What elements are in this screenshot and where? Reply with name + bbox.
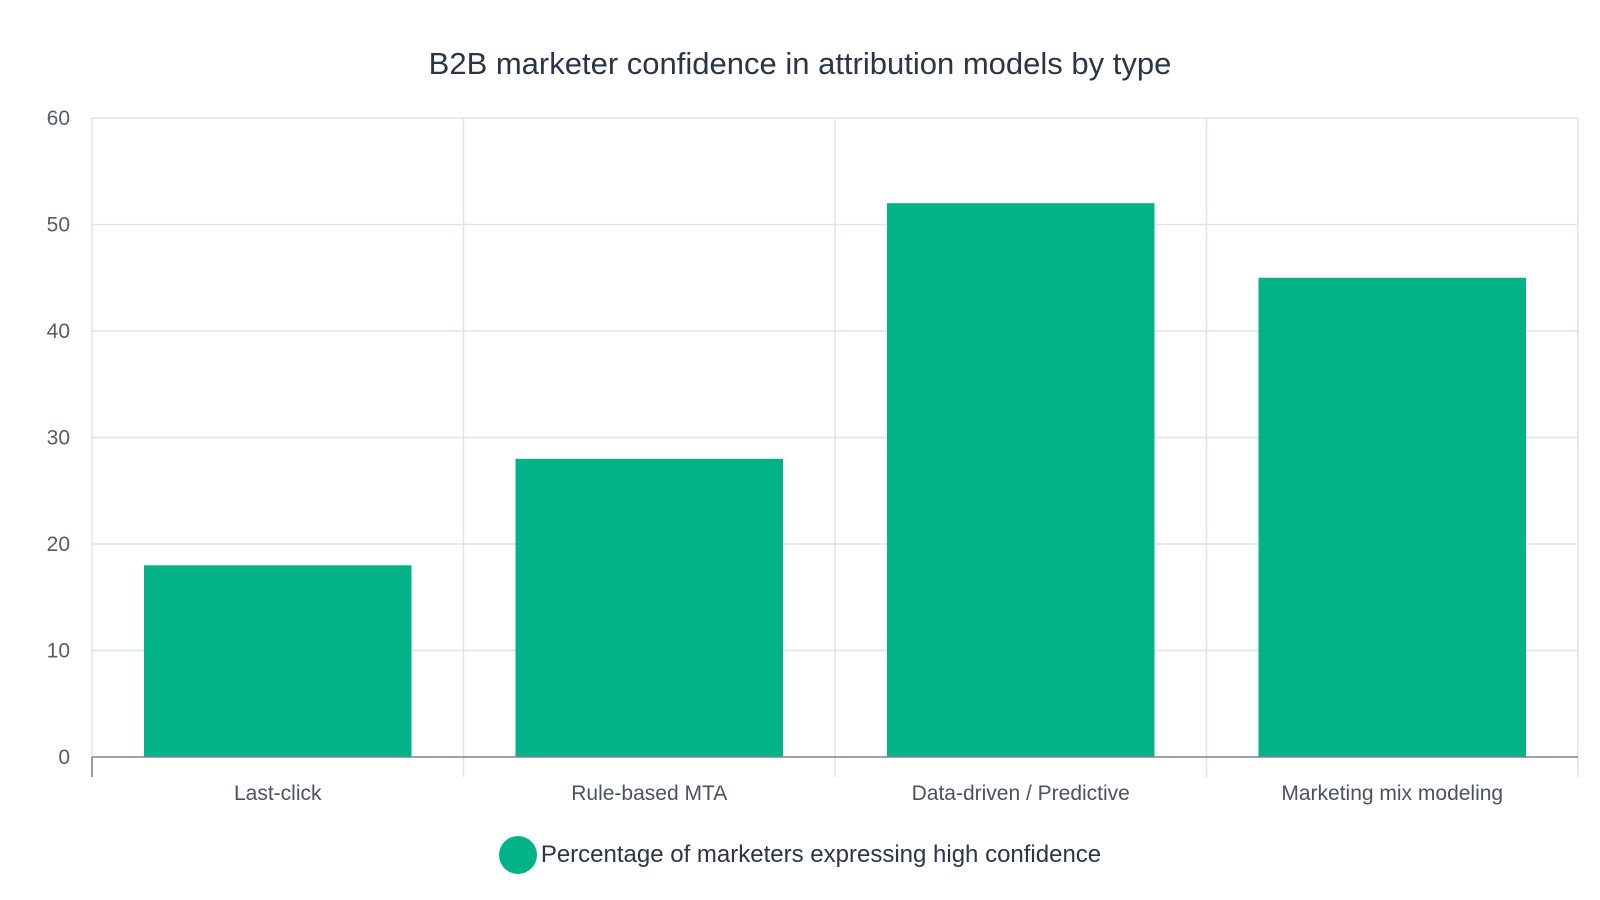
axes xyxy=(91,756,1578,777)
bar-rule-based-mta[interactable] xyxy=(515,458,783,757)
y-tick-label: 50 xyxy=(47,214,70,237)
x-tick-labels: Last-click Rule-based MTA Data-driven / Pr… xyxy=(234,782,1503,805)
y-tick-label: 20 xyxy=(47,533,70,556)
x-tick-label: Rule-based MTA xyxy=(571,782,727,805)
legend-label: Percentage of marketers expressing high … xyxy=(540,841,1102,868)
chart-title: B2B marketer confidence in attribution m… xyxy=(428,46,1172,81)
y-tick-label: 0 xyxy=(58,746,70,769)
x-tick-label: Data-driven / Predictive xyxy=(912,782,1130,805)
bar-marketing-mix-modeling[interactable] xyxy=(1258,277,1526,757)
y-tick-label: 60 xyxy=(47,107,70,130)
legend-swatch xyxy=(498,836,537,874)
y-tick-label: 30 xyxy=(47,427,70,450)
bars xyxy=(144,203,1526,757)
x-tick-label: Marketing mix modeling xyxy=(1281,782,1503,805)
bar-data-driven-predictive[interactable] xyxy=(887,203,1155,757)
y-tick-label: 40 xyxy=(47,320,70,343)
y-tick-label: 10 xyxy=(47,640,70,663)
bar-last-click[interactable] xyxy=(144,565,412,757)
x-tick-label: Last-click xyxy=(234,782,322,805)
y-tick-labels: 0 10 20 30 40 50 60 xyxy=(47,107,70,769)
legend[interactable]: Percentage of marketers expressing high … xyxy=(0,836,1600,874)
grid-lines xyxy=(91,117,1579,777)
